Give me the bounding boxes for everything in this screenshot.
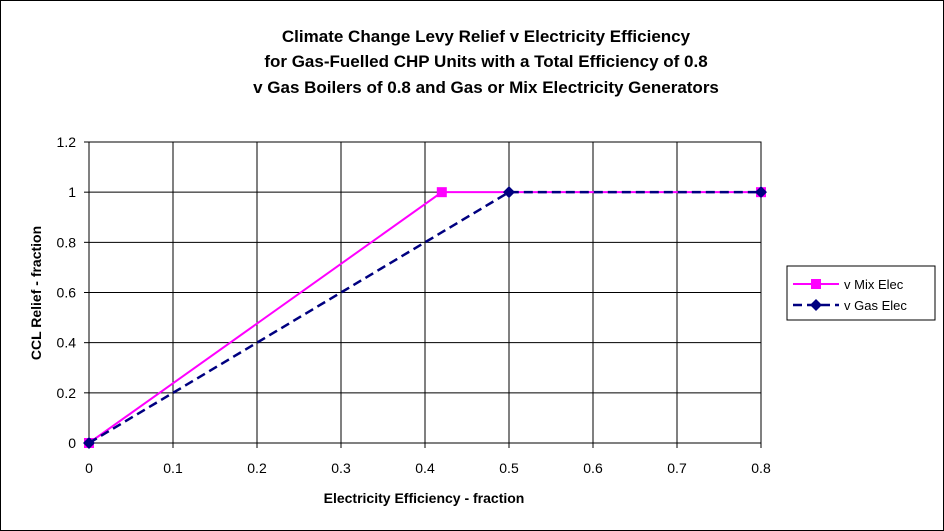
data-point [83, 437, 95, 449]
x-tick-label: 0.1 [163, 460, 183, 476]
x-tick-label: 0 [85, 460, 93, 476]
y-tick-label: 0.8 [57, 234, 77, 250]
gridlines [89, 142, 761, 443]
data-point [503, 186, 515, 199]
data-point [436, 187, 447, 198]
x-tick-label: 0.5 [499, 460, 519, 476]
x-tick-label: 0.7 [667, 460, 687, 476]
y-axis-title: CCL Relief - fraction [28, 226, 44, 360]
y-tick-label: 0 [68, 435, 76, 451]
data-point [755, 186, 767, 199]
y-tick-label: 0.4 [57, 335, 77, 351]
y-axis-ticks: 0 0.2 0.4 0.6 0.8 1 1.2 [57, 134, 89, 451]
y-tick-label: 1.2 [57, 134, 77, 150]
chart-title-line-3: v Gas Boilers of 0.8 and Gas or Mix Elec… [253, 78, 719, 97]
x-tick-label: 0.8 [751, 460, 771, 476]
series-2 [83, 186, 767, 449]
legend: v Mix Elec v Gas Elec [786, 265, 936, 321]
chart-title: Climate Change Levy Relief v Electricity… [253, 27, 719, 97]
legend-swatch-marker [810, 299, 822, 311]
x-axis-title: Electricity Efficiency - fraction [324, 490, 525, 506]
x-tick-label: 0.2 [247, 460, 267, 476]
y-tick-label: 1 [68, 184, 76, 200]
legend-box [786, 265, 936, 321]
x-tick-label: 0.4 [415, 460, 435, 476]
x-tick-label: 0.6 [583, 460, 603, 476]
x-axis-ticks: 0 0.1 0.2 0.3 0.4 0.5 0.6 0.7 0.8 [85, 443, 771, 476]
y-tick-label: 0.6 [57, 285, 77, 301]
legend-label: v Mix Elec [844, 277, 904, 292]
legend-swatch-marker [811, 279, 821, 289]
x-tick-label: 0.3 [331, 460, 351, 476]
series-lines [83, 186, 767, 449]
chart-title-line-2: for Gas-Fuelled CHP Units with a Total E… [264, 52, 707, 71]
y-tick-label: 0.2 [57, 385, 77, 401]
legend-label: v Gas Elec [844, 298, 907, 313]
chart-title-line-1: Climate Change Levy Relief v Electricity… [282, 27, 691, 46]
